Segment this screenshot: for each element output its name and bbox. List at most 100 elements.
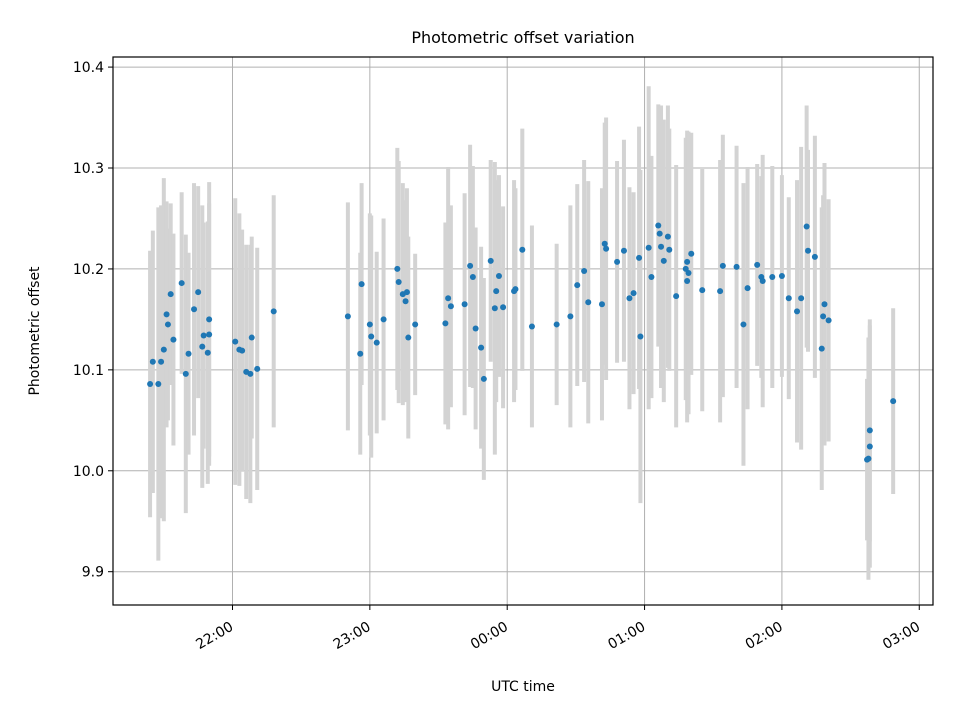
data-point (655, 222, 662, 229)
data-point (195, 289, 202, 296)
data-point (658, 243, 665, 250)
data-point (204, 349, 211, 356)
data-point (472, 325, 479, 332)
data-point (395, 279, 402, 286)
data-point (512, 286, 519, 293)
data-point (820, 313, 827, 320)
data-point (759, 278, 766, 285)
data-point (405, 334, 412, 341)
data-point (344, 313, 351, 320)
data-point (447, 303, 454, 310)
data-point (688, 250, 695, 257)
data-point (380, 316, 387, 323)
data-point (614, 258, 621, 265)
data-point (733, 263, 740, 270)
data-point (717, 288, 724, 295)
y-axis-label: Photometric offset (27, 266, 43, 396)
y-tick-label: 9.9 (82, 565, 104, 581)
data-point (656, 230, 663, 237)
data-point (866, 427, 873, 434)
data-point (358, 281, 365, 288)
data-point (818, 345, 825, 352)
data-point (270, 308, 277, 315)
data-point (581, 267, 588, 274)
data-point (620, 247, 627, 254)
data-point (811, 253, 818, 260)
data-point (630, 290, 637, 297)
data-point (402, 298, 409, 305)
data-point (664, 233, 671, 240)
data-point (469, 274, 476, 281)
data-point (239, 347, 246, 354)
data-point (601, 240, 608, 247)
data-point (394, 265, 401, 272)
data-point (206, 331, 213, 338)
data-point (744, 285, 751, 292)
data-point (626, 295, 633, 302)
data-point (685, 269, 692, 276)
data-point (585, 299, 592, 306)
data-point (178, 280, 185, 287)
data-point (185, 350, 192, 357)
data-point (769, 274, 776, 281)
data-point (199, 343, 206, 350)
data-point (574, 282, 581, 289)
data-point (248, 334, 255, 341)
data-point (170, 336, 177, 343)
data-point (785, 295, 792, 302)
data-point (164, 321, 171, 328)
data-point (865, 455, 872, 462)
data-point (637, 333, 644, 340)
data-point (803, 223, 810, 230)
data-point (719, 262, 726, 269)
data-point (636, 254, 643, 261)
data-point (206, 316, 213, 323)
data-point (495, 272, 502, 279)
data-point (648, 274, 655, 281)
data-point (805, 247, 812, 254)
data-point (442, 320, 449, 327)
data-point (794, 308, 801, 315)
data-point (480, 375, 487, 382)
data-point (684, 258, 691, 265)
y-tick-label: 10.1 (73, 363, 104, 379)
data-point (798, 295, 805, 302)
data-point (191, 306, 198, 313)
data-point (740, 321, 747, 328)
data-point (645, 244, 652, 251)
data-point (373, 339, 380, 346)
data-point (467, 262, 474, 269)
data-point (158, 358, 165, 365)
data-point (493, 288, 500, 295)
y-tick-label: 10.2 (73, 262, 104, 278)
data-point (778, 272, 785, 279)
data-point (567, 313, 574, 320)
data-point (200, 332, 207, 339)
data-points (147, 222, 897, 463)
x-axis-label: UTC time (491, 679, 555, 695)
y-axis-ticks: 9.9 10.0 10.1 10.2 10.3 10.4 (73, 60, 113, 581)
data-point (461, 301, 468, 308)
data-point (754, 261, 761, 268)
y-tick-label: 10.3 (73, 161, 104, 177)
chart-title: Photometric offset variation (411, 28, 634, 47)
data-point (890, 398, 897, 405)
data-point (478, 344, 485, 351)
data-point (254, 365, 261, 372)
plot-frame (112, 56, 934, 606)
data-point (528, 323, 535, 330)
data-point (366, 321, 373, 328)
data-point (603, 245, 610, 252)
data-point (666, 246, 673, 253)
data-point (163, 311, 170, 318)
data-point (660, 257, 667, 264)
data-point (598, 301, 605, 308)
data-point (160, 346, 167, 353)
data-point (821, 301, 828, 308)
data-point (553, 321, 560, 328)
data-point (825, 317, 832, 324)
data-point (403, 289, 410, 296)
data-point (167, 291, 174, 298)
data-point (491, 305, 498, 312)
